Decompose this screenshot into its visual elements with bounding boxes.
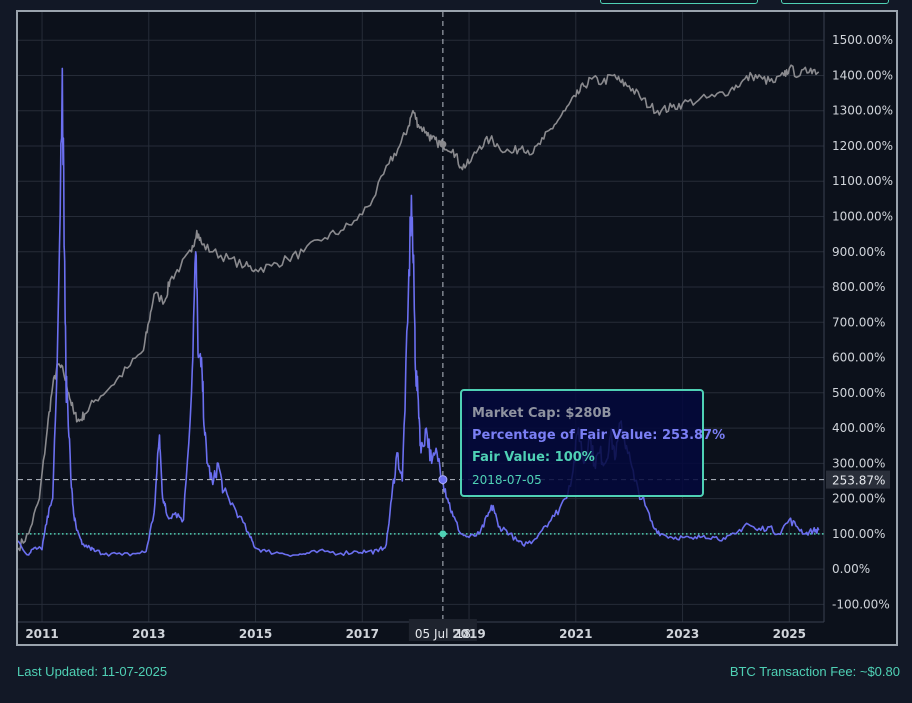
- crosshair-x-label-box: [408, 619, 477, 641]
- last-updated: Last Updated: 11-07-2025: [17, 664, 168, 679]
- y-tick-label: 900.00%: [832, 245, 885, 259]
- tooltip-market-cap: Market Cap: $280B: [472, 406, 612, 421]
- market-cap-marker: [439, 140, 447, 148]
- x-tick-label: 2025: [773, 627, 806, 641]
- y-tick-label: 1200.00%: [832, 139, 893, 153]
- market-cap-layer: [18, 64, 820, 552]
- x-axis-labels: 2011 2013 2015 2017 2019 2021 2023 2025: [25, 627, 806, 641]
- crosshair-y-label: 253.87%: [832, 474, 885, 488]
- y-tick-label: -100.00%: [832, 597, 890, 611]
- market-cap-line: [18, 64, 820, 552]
- y-tick-label: 600.00%: [832, 351, 885, 365]
- x-tick-label: 2021: [559, 627, 592, 641]
- fair-value-marker: [439, 530, 447, 538]
- x-tick-label: 2011: [25, 627, 58, 641]
- y-tick-label: 300.00%: [832, 456, 885, 470]
- y-tick-label: 700.00%: [832, 315, 885, 329]
- top-control-button-1[interactable]: [600, 0, 758, 4]
- x-tick-label: 2013: [132, 627, 165, 641]
- transaction-fee: BTC Transaction Fee: ~$0.80: [729, 664, 900, 679]
- chart-svg[interactable]: 253.87% 05 Jul '18 -100.00% 0.00% 100.00% 20…: [18, 12, 896, 644]
- y-tick-label: 1400.00%: [832, 68, 893, 82]
- crosshair-layer: 253.87% 05 Jul '18: [18, 12, 890, 641]
- y-tick-label: 800.00%: [832, 280, 885, 294]
- crosshair-y-label-box: [826, 470, 890, 489]
- y-axis-labels: -100.00% 0.00% 100.00% 200.00% 300.00% 400.00…: [832, 33, 893, 611]
- top-control-button-2[interactable]: [781, 0, 889, 4]
- chart-frame[interactable]: 253.87% 05 Jul '18 -100.00% 0.00% 100.00% 20…: [16, 10, 898, 646]
- y-tick-label: 1100.00%: [832, 174, 893, 188]
- y-tick-label: 1300.00%: [832, 104, 893, 118]
- tooltip-fair-value: Fair Value: 100%: [472, 450, 595, 465]
- tooltip-percentage: Percentage of Fair Value: 253.87%: [472, 428, 726, 443]
- tooltip-date: 2018-07-05: [472, 473, 542, 487]
- y-tick-label: 100.00%: [832, 527, 885, 541]
- y-tick-label: 400.00%: [832, 421, 885, 435]
- y-tick-label: 200.00%: [832, 492, 885, 506]
- x-tick-label: 2017: [346, 627, 379, 641]
- y-tick-label: 1500.00%: [832, 33, 893, 47]
- x-tick-label: 2023: [666, 627, 699, 641]
- y-tick-label: 1000.00%: [832, 210, 893, 224]
- crosshair-x-label: 05 Jul '18: [415, 627, 471, 641]
- y-tick-label: 0.00%: [832, 562, 870, 576]
- y-tick-label: 500.00%: [832, 386, 885, 400]
- tooltip: Market Cap: $280B Percentage of Fair Val…: [460, 389, 726, 497]
- grid-lines: [18, 12, 825, 623]
- percentage-marker: [438, 475, 448, 485]
- x-tick-label: 2015: [239, 627, 272, 641]
- x-tick-label: 2019: [452, 627, 485, 641]
